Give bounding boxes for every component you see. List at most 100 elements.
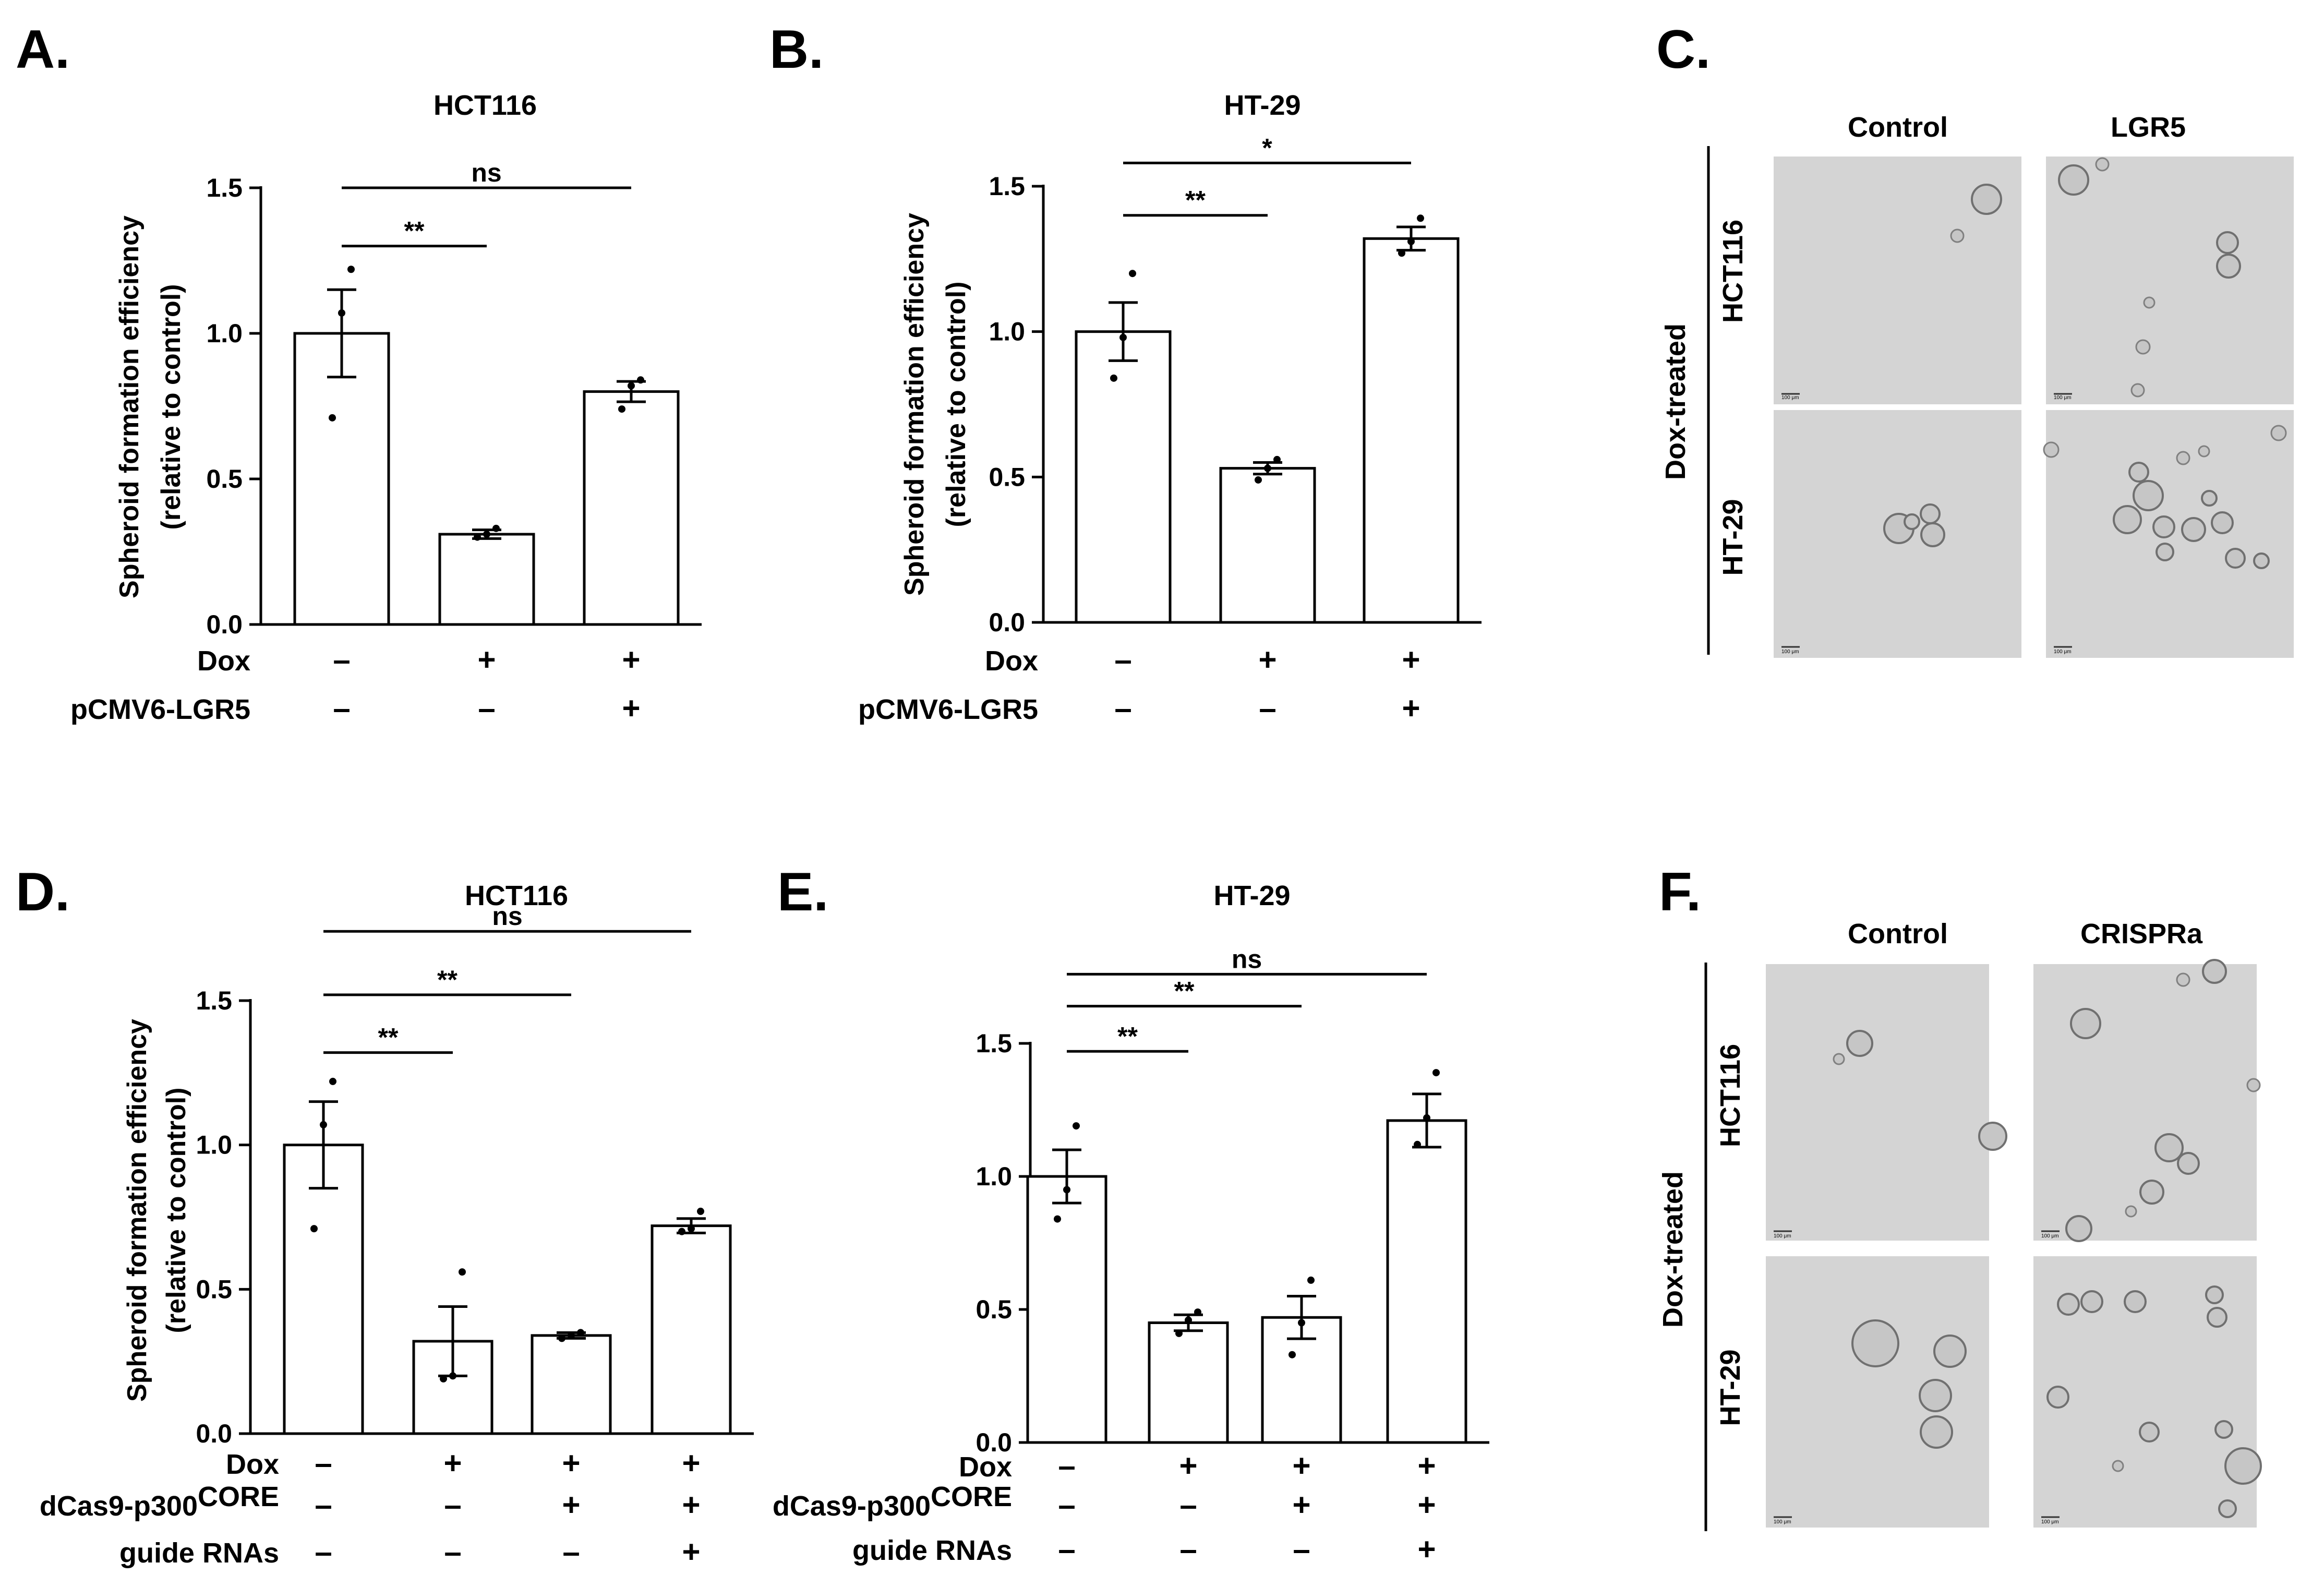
micrograph-c-ht29-lgr5: 100 μm (2043, 410, 2294, 658)
chart-d-condition-symbol: – (315, 1534, 332, 1569)
chart-d-significance-label: ** (378, 1023, 399, 1052)
chart-a-condition-symbol: – (333, 642, 350, 677)
chart-a-bar (438, 533, 535, 626)
chart-e-condition-symbol: – (1058, 1448, 1075, 1483)
chart-a-data-point (618, 405, 625, 413)
chart-d-data-point (459, 1268, 466, 1276)
chart-b-condition-symbol: – (1114, 642, 1131, 677)
chart-d-y-tick-label: 1.0 (196, 1131, 232, 1160)
chart-d-condition-symbol: + (682, 1446, 700, 1481)
chart-e-condition-label: Dox (959, 1451, 1012, 1483)
chart-d-condition-symbol: – (562, 1534, 580, 1569)
scale-bar-label: 100 μm (2041, 1233, 2059, 1239)
chart-e-condition-label: guide RNAs (852, 1535, 1012, 1566)
chart-b-condition-symbol: + (1258, 642, 1277, 677)
chart-d-condition-symbol: + (562, 1487, 580, 1522)
chart-d-data-point (320, 1121, 327, 1128)
chart-d-condition-symbol: + (682, 1487, 700, 1522)
chart-a-significance-label: ** (404, 217, 425, 246)
chart-b-bar (1219, 467, 1316, 624)
chart-d-ylabel-line: (relative to control) (161, 1088, 191, 1333)
chart-e-condition-symbol: – (1058, 1487, 1075, 1522)
chart-b-significance-label: ** (1185, 186, 1206, 215)
chart-b-ylabel-line: (relative to control) (941, 282, 971, 527)
scale-bar-label: 100 μm (1781, 395, 1799, 401)
scale-bar-label: 100 μm (2054, 395, 2072, 401)
chart-b-data-point (1273, 455, 1281, 463)
chart-e-condition-symbol: – (1058, 1532, 1075, 1567)
panel-letter-e: E. (777, 862, 828, 922)
chart-e-data-point (1054, 1215, 1061, 1223)
chart-a: HCT116 Spheroid formation efficiency (rela… (70, 90, 702, 726)
chart-b-data-point (1398, 249, 1405, 257)
chart-b-condition-label: Dox (985, 645, 1038, 677)
chart-b-data-point (1417, 214, 1424, 222)
chart-e-data-point (1073, 1122, 1080, 1130)
micro-f-side-label: Dox-treated (1657, 1171, 1689, 1328)
micro-c-side-label: Dox-treated (1660, 323, 1691, 480)
chart-d-condition-label: guide RNAs (119, 1537, 279, 1569)
chart-d-condition-symbol: – (444, 1534, 461, 1569)
chart-a-y-tick-label: 1.5 (206, 173, 243, 202)
chart-e-condition-symbol: + (1417, 1487, 1436, 1522)
micrograph-f-ht29-control: 100 μm (1766, 1256, 1989, 1528)
scale-bar-label: 100 μm (1774, 1233, 1791, 1239)
chart-e-data-point (1423, 1114, 1430, 1122)
chart-e-bar (1386, 1119, 1467, 1444)
chart-b-y-tick-label: 1.5 (989, 172, 1025, 201)
chart-a-condition-symbol: + (622, 642, 640, 677)
micro-f-column-crispra: CRISPRa (2080, 918, 2203, 949)
micro-c-column-lgr5: LGR5 (2111, 112, 2186, 143)
chart-e-y-tick-label: 0.0 (976, 1428, 1012, 1457)
chart-e-data-point (1063, 1186, 1070, 1194)
chart-a-condition-label: pCMV6-LGR5 (70, 694, 250, 725)
chart-e-bar (1026, 1175, 1107, 1444)
chart-e-condition-symbol: + (1417, 1448, 1436, 1483)
micrograph-f-hct116-control: 100 μm (1766, 964, 2007, 1241)
micrograph-c-ht29-control: 100 μm (1774, 410, 2021, 658)
chart-b-ylabel-line: Spheroid formation efficiency (899, 213, 930, 596)
chart-a-data-point (338, 309, 345, 317)
chart-a-y-tick-label: 0.0 (206, 610, 243, 639)
chart-d-data-point (329, 1077, 336, 1085)
chart-d-condition-symbol: + (443, 1446, 462, 1481)
chart-b-data-point (1110, 374, 1117, 382)
chart-a-data-point (492, 524, 500, 532)
scale-bar-label: 100 μm (2041, 1519, 2059, 1525)
chart-e-condition-symbol: + (1292, 1487, 1310, 1522)
chart-b-data-point (1264, 464, 1271, 472)
chart-d-significance-label: ns (492, 901, 522, 931)
chart-d-data-point (568, 1331, 575, 1339)
chart-d-data-point (558, 1334, 565, 1342)
chart-a-y-tick-label: 0.5 (206, 464, 243, 494)
panel-letter-c: C. (1656, 19, 1711, 80)
scale-bar-label: 100 μm (1781, 649, 1799, 655)
chart-d-data-point (688, 1225, 695, 1233)
chart-d-y-tick-label: 0.0 (196, 1419, 232, 1448)
chart-d-data-point (440, 1375, 447, 1382)
chart-d-bar (651, 1224, 732, 1435)
chart-a-y-tick-label: 1.0 (206, 319, 243, 348)
chart-a-condition-symbol: – (478, 691, 495, 726)
chart-b-data-point (1255, 476, 1262, 484)
chart-e-data-point (1289, 1351, 1296, 1358)
chart-e-data-point (1432, 1069, 1440, 1077)
chart-e-data-point (1185, 1316, 1192, 1324)
chart-a-data-point (628, 382, 635, 390)
chart-e-significance-label: ** (1174, 977, 1195, 1006)
chart-d-significance-label: ** (437, 965, 457, 994)
chart-b: HT-29 Spheroid formation efficiency (relat… (858, 90, 1482, 726)
chart-e-condition-label: dCas9-p300CORE (773, 1481, 1012, 1522)
chart-b-y-tick-label: 1.0 (989, 317, 1025, 346)
chart-b-bar (1075, 330, 1172, 624)
micro-f-row-hct116: HCT116 (1715, 1044, 1746, 1147)
panel-letter-f: F. (1659, 862, 1701, 922)
chart-a-bar (583, 390, 680, 626)
chart-b-condition-symbol: – (1114, 691, 1131, 726)
chart-b-title: HT-29 (1224, 90, 1301, 121)
chart-d-data-point (577, 1329, 584, 1337)
chart-b-data-point (1407, 237, 1415, 245)
chart-b-condition-symbol: – (1259, 691, 1276, 726)
micro-c-row-hct116: HCT116 (1717, 220, 1749, 323)
